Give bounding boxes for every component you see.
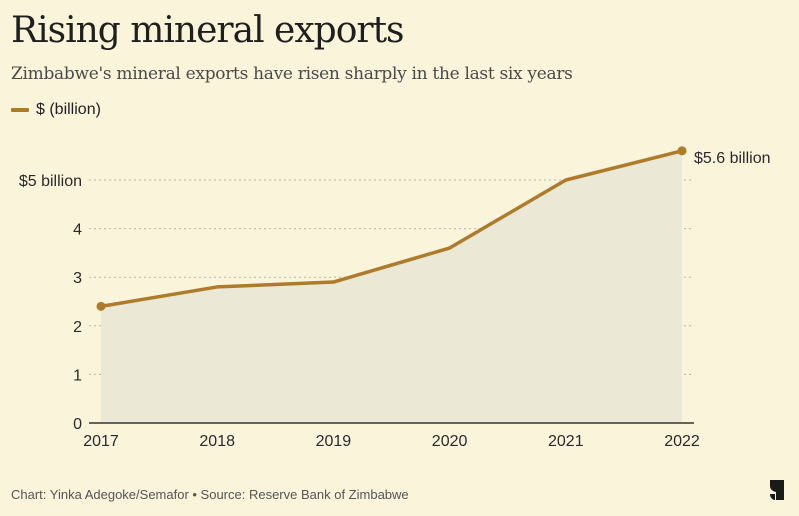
- label-layer: 0 1 2 3 4 $5 billion 2017 2018 2019 2020 2021 2022 $…: [19, 150, 771, 450]
- series-line: [99, 149, 684, 309]
- chart-title: Rising mineral exports: [11, 10, 405, 51]
- legend-label: $ (billion): [36, 101, 101, 118]
- source-credit: Chart: Yinka Adegoke/Semafor • Source: R…: [11, 487, 409, 502]
- value-annotation: $5.6 billion: [694, 150, 771, 167]
- y-tick-label: 4: [73, 222, 82, 239]
- y-tick-label: $5 billion: [19, 173, 82, 190]
- legend: $ (billion): [11, 101, 101, 119]
- x-tick-label: 2018: [199, 433, 235, 450]
- x-tick-label: 2020: [432, 433, 468, 450]
- legend-swatch: [11, 108, 29, 112]
- data-point-marker: [96, 301, 106, 311]
- x-tick-label: 2022: [664, 433, 700, 450]
- x-tick-label: 2017: [83, 433, 119, 450]
- x-tick-label: 2019: [316, 433, 352, 450]
- area-layer: [101, 150, 682, 423]
- semafor-logo-icon: [770, 480, 784, 500]
- y-tick-label: 2: [73, 319, 82, 336]
- data-point-marker: [677, 146, 687, 156]
- x-tick-label: 2021: [548, 433, 584, 450]
- area-fill: [101, 150, 682, 423]
- y-tick-label: 3: [73, 270, 82, 287]
- chart-subtitle: Zimbabwe's mineral exports have risen sh…: [11, 64, 573, 84]
- line-layer: [96, 146, 687, 311]
- y-tick-label: 1: [73, 367, 82, 384]
- y-tick-label: 0: [73, 416, 82, 433]
